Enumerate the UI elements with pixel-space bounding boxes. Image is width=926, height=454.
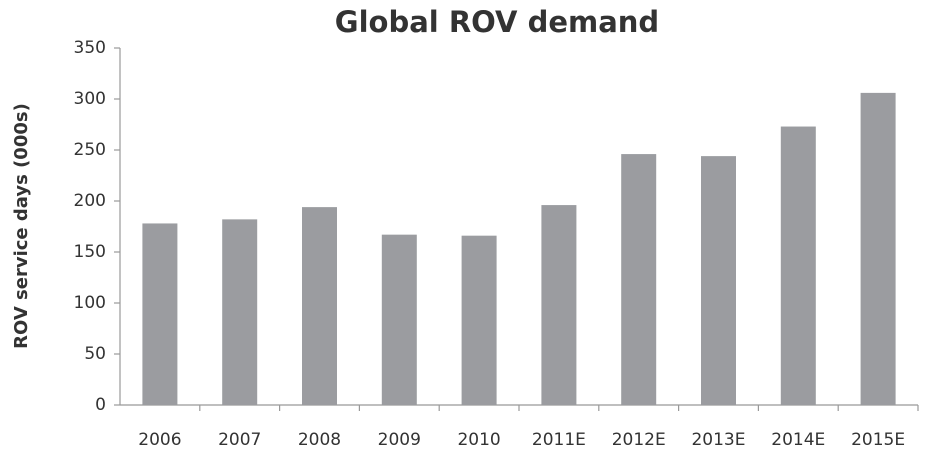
chart-title: Global ROV demand [335,5,659,39]
y-tick-label: 350 [74,38,106,58]
x-tick-label: 2010 [457,430,500,450]
bar [780,126,816,405]
x-tick-label: 2015E [851,430,905,450]
bar [222,219,258,405]
x-tick-label: 2013E [691,430,745,450]
y-tick-label: 100 [74,293,106,313]
x-tick-label: 2014E [771,430,825,450]
bar [142,223,178,405]
bar [302,207,337,405]
y-axis-label: ROV service days (000s) [11,103,32,349]
x-tick-label: 2008 [298,430,341,450]
y-tick-label: 300 [74,89,106,109]
x-tick-label: 2007 [218,430,261,450]
bar [860,92,896,405]
x-tick-label: 2009 [378,430,421,450]
y-tick-label: 250 [74,140,106,160]
bar [621,154,657,405]
y-tick-label: 200 [74,191,106,211]
bar [541,205,577,405]
bar [461,235,497,405]
bar [701,156,736,405]
y-tick-label: 0 [95,395,106,415]
x-tick-label: 2006 [138,430,181,450]
bar [381,234,417,405]
x-tick-label: 2012E [612,430,666,450]
x-tick-label: 2011E [532,430,586,450]
y-tick-label: 50 [84,344,106,364]
y-tick-label: 150 [74,242,106,262]
